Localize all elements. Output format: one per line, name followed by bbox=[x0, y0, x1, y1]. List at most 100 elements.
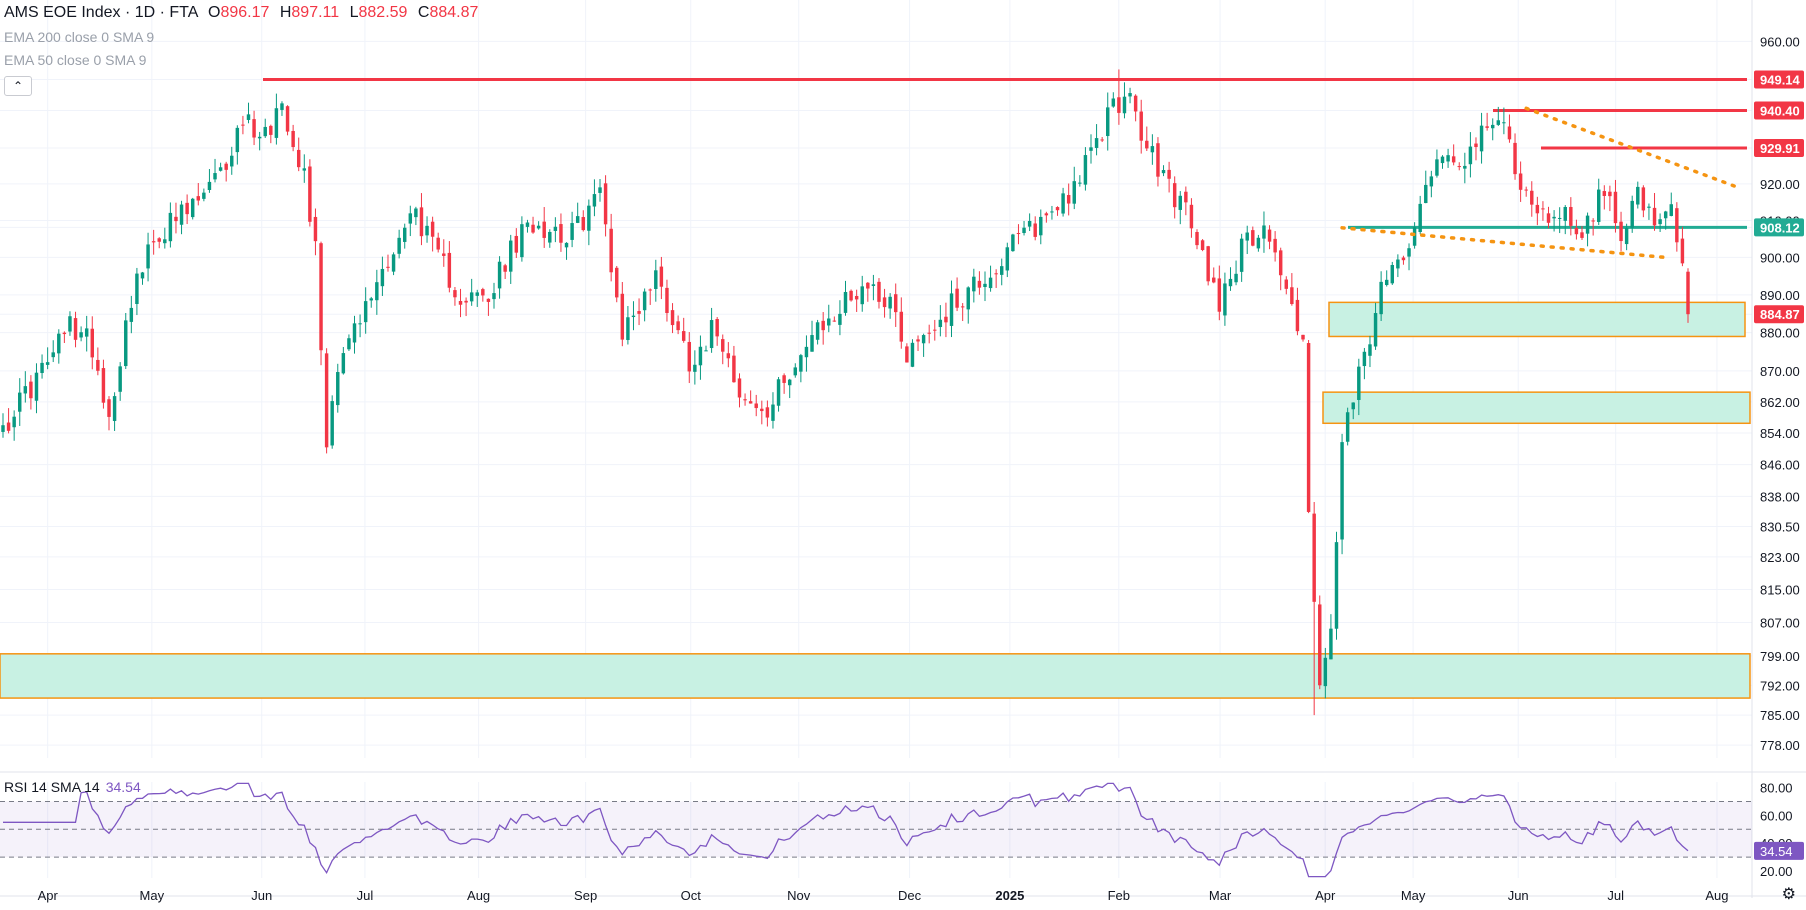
time-tick-label: Mar bbox=[1209, 888, 1232, 903]
candle-body bbox=[352, 323, 357, 343]
candle-body bbox=[375, 282, 379, 301]
candle-body bbox=[877, 281, 881, 302]
candle-body bbox=[1624, 227, 1629, 245]
candle-body bbox=[1669, 204, 1673, 216]
candle-body bbox=[1083, 155, 1088, 185]
candle-body bbox=[241, 124, 245, 126]
candle-body bbox=[486, 298, 491, 302]
candle-body bbox=[1630, 200, 1634, 228]
candle-body bbox=[1357, 366, 1361, 400]
candle-body bbox=[101, 368, 106, 403]
candle-body bbox=[1290, 287, 1294, 305]
close-label: C bbox=[417, 4, 430, 21]
candle-body bbox=[893, 294, 898, 313]
candle-body bbox=[1, 425, 5, 432]
candle-body bbox=[213, 173, 217, 180]
time-tick-label: Jul bbox=[357, 888, 374, 903]
candle-body bbox=[157, 238, 161, 242]
candle-body bbox=[615, 267, 619, 298]
candle-body bbox=[1680, 238, 1685, 264]
candle-body bbox=[1663, 211, 1668, 219]
candle-body bbox=[531, 224, 535, 233]
candle-body bbox=[787, 379, 792, 386]
candle-body bbox=[966, 287, 970, 310]
candle-body bbox=[1641, 187, 1646, 211]
candle-body bbox=[944, 316, 948, 323]
candle-body bbox=[135, 273, 139, 304]
candle-body bbox=[609, 228, 613, 273]
candle-body bbox=[860, 286, 864, 305]
candle-body bbox=[291, 130, 295, 148]
candle-body bbox=[285, 106, 290, 132]
candle-body bbox=[363, 301, 368, 323]
candle-body bbox=[1212, 277, 1216, 283]
candle-body bbox=[79, 332, 83, 338]
candle-body bbox=[1613, 191, 1618, 224]
ema50-indicator-label[interactable]: EMA 50 close 0 SMA 9 bbox=[4, 52, 147, 68]
candle-body bbox=[748, 401, 753, 404]
candle-body bbox=[1591, 220, 1595, 222]
candle-body bbox=[949, 293, 954, 326]
candle-body bbox=[1373, 313, 1378, 347]
candle-body bbox=[453, 290, 457, 298]
candle-body bbox=[553, 226, 558, 231]
candle-body bbox=[1675, 208, 1679, 243]
candle-body bbox=[1574, 227, 1579, 235]
candle-body bbox=[916, 339, 920, 342]
candle-body bbox=[497, 261, 502, 289]
chevron-up-icon: ⌃ bbox=[12, 79, 24, 93]
candle-body bbox=[1145, 140, 1149, 149]
candle-body bbox=[771, 404, 775, 421]
candle-body bbox=[1368, 344, 1372, 356]
time-tick-label: Aug bbox=[1705, 888, 1728, 903]
candle-body bbox=[1072, 181, 1076, 204]
candle-body bbox=[1496, 120, 1501, 125]
candle-body bbox=[1234, 273, 1238, 283]
candle-body bbox=[1195, 231, 1199, 246]
price-tick-label: 830.50 bbox=[1760, 519, 1800, 534]
ema200-indicator-label[interactable]: EMA 200 close 0 SMA 9 bbox=[4, 29, 155, 45]
candle-body bbox=[1189, 204, 1194, 229]
price-tick-label: 846.00 bbox=[1760, 458, 1800, 473]
price-tick-label: 862.00 bbox=[1760, 395, 1800, 410]
candle-body bbox=[1223, 283, 1227, 316]
candle-body bbox=[1301, 334, 1305, 340]
rsi-value-badge-label: 34.54 bbox=[1760, 844, 1793, 859]
time-tick-label: Sep bbox=[574, 888, 597, 903]
price-tick-label: 799.00 bbox=[1760, 649, 1800, 664]
candle-body bbox=[1228, 278, 1233, 287]
candle-body bbox=[715, 319, 719, 337]
candle-body bbox=[12, 416, 16, 428]
candle-body bbox=[648, 289, 652, 291]
candle-body bbox=[1050, 211, 1054, 213]
candle-body bbox=[810, 335, 814, 352]
candle-body bbox=[218, 167, 223, 171]
time-tick-label: Feb bbox=[1108, 888, 1130, 903]
gear-icon[interactable]: ⚙ bbox=[1781, 886, 1796, 903]
candle-body bbox=[1602, 191, 1607, 196]
candle-body bbox=[1133, 95, 1138, 112]
candle-body bbox=[1239, 238, 1244, 272]
time-tick-label: Apr bbox=[1315, 888, 1336, 903]
candle-body bbox=[564, 242, 569, 248]
open-label: O bbox=[207, 4, 221, 21]
candle-body bbox=[1251, 230, 1255, 246]
candle-body bbox=[112, 396, 117, 421]
rsi-legend[interactable]: RSI 14 SMA 14 34.54 bbox=[4, 779, 141, 795]
candle-body bbox=[525, 222, 530, 227]
candle-body bbox=[665, 287, 669, 314]
chart-title: AMS EOE Index · 1D · FTA bbox=[4, 4, 198, 21]
high-label: H bbox=[279, 4, 292, 21]
candle-body bbox=[174, 216, 178, 222]
candle-body bbox=[1011, 234, 1015, 252]
candle-body bbox=[587, 205, 591, 231]
candle-body bbox=[1329, 628, 1333, 660]
candles bbox=[1, 69, 1690, 716]
collapse-indicators-button[interactable]: ⌃ bbox=[4, 76, 32, 96]
candle-body bbox=[520, 224, 524, 258]
time-tick-label: Jun bbox=[251, 888, 272, 903]
candle-body bbox=[124, 320, 128, 367]
candle-body bbox=[1156, 143, 1160, 177]
candle-body bbox=[23, 386, 28, 394]
